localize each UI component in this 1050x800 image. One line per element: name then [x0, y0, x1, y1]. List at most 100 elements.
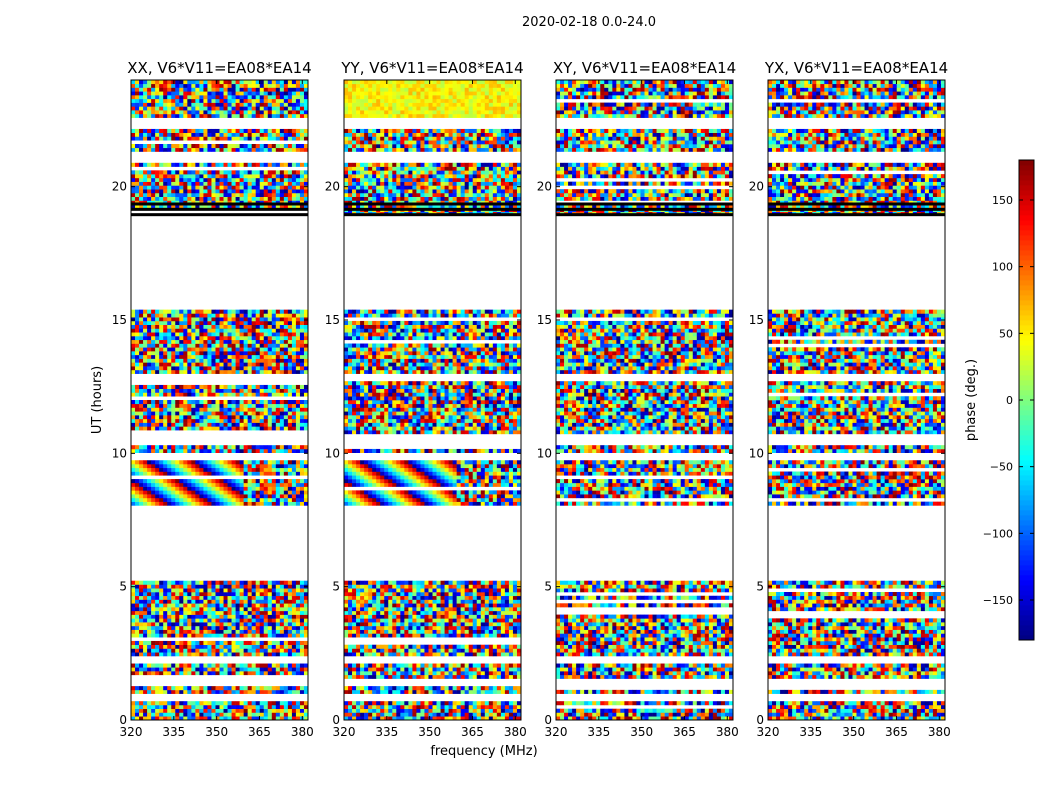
- heatmap-cell: [263, 422, 269, 427]
- heatmap-cell: [167, 339, 172, 344]
- heatmap-cell: [267, 607, 273, 612]
- heatmap-cell: [207, 407, 212, 412]
- heatmap-cell: [488, 701, 494, 706]
- heatmap-cell: [163, 448, 168, 453]
- heatmap-cell: [171, 339, 176, 344]
- heatmap-cell: [239, 603, 244, 608]
- heatmap-cell: [191, 667, 196, 672]
- heatmap-cell: [135, 185, 140, 190]
- heatmap-cell: [247, 614, 252, 619]
- heatmap-cell: [195, 490, 200, 495]
- heatmap-cell: [295, 147, 301, 152]
- heatmap-cell: [207, 336, 212, 341]
- heatmap-cell: [139, 622, 144, 627]
- heatmap-cell: [231, 147, 236, 152]
- heatmap-cell: [504, 708, 510, 713]
- heatmap-cell: [251, 426, 256, 431]
- heatmap-cell: [167, 324, 172, 329]
- heatmap-cell: [263, 580, 269, 585]
- heatmap-cell: [255, 411, 261, 416]
- heatmap-cell: [263, 640, 269, 645]
- heatmap-cell: [303, 686, 309, 691]
- heatmap-cell: [287, 336, 293, 341]
- heatmap-cell: [299, 339, 305, 344]
- heatmap-cell: [255, 494, 261, 499]
- heatmap-cell: [211, 177, 216, 182]
- heatmap-cell: [291, 422, 297, 427]
- heatmap-cell: [492, 652, 498, 657]
- heatmap-cell: [135, 482, 140, 487]
- heatmap-cell: [151, 486, 156, 491]
- heatmap-cell: [179, 144, 184, 149]
- heatmap-cell: [271, 196, 277, 201]
- heatmap-cell: [167, 482, 172, 487]
- heatmap-cell: [135, 174, 140, 179]
- heatmap-cell: [259, 185, 265, 190]
- heatmap-cell: [303, 369, 309, 374]
- heatmap-cell: [195, 652, 200, 657]
- heatmap-cell: [400, 629, 405, 634]
- heatmap-cell: [191, 607, 196, 612]
- heatmap-cell: [360, 633, 365, 638]
- heatmap-cell: [247, 479, 252, 484]
- heatmap-cell: [131, 354, 136, 359]
- heatmap-cell: [187, 648, 192, 653]
- heatmap-cell: [263, 313, 269, 318]
- heatmap-cell: [263, 177, 269, 182]
- heatmap-cell: [259, 204, 265, 209]
- heatmap-cell: [131, 128, 136, 133]
- heatmap-cell: [235, 704, 240, 709]
- heatmap-cell: [436, 629, 441, 634]
- heatmap-cell: [303, 343, 309, 348]
- heatmap-cell: [448, 686, 453, 691]
- heatmap-cell: [135, 392, 140, 397]
- heatmap-cell: [255, 689, 261, 694]
- heatmap-cell: [143, 704, 148, 709]
- heatmap-cell: [484, 663, 490, 668]
- heatmap-cell: [151, 147, 156, 152]
- heatmap-cell: [247, 622, 252, 627]
- heatmap-cell: [267, 392, 273, 397]
- heatmap-cell: [239, 132, 244, 137]
- heatmap-cell: [171, 592, 176, 597]
- heatmap-cell: [263, 592, 269, 597]
- heatmap-cell: [151, 332, 156, 337]
- heatmap-cell: [175, 324, 180, 329]
- heatmap-cell: [223, 366, 228, 371]
- heatmap-cell: [239, 87, 244, 92]
- heatmap-cell: [508, 704, 514, 709]
- heatmap-cell: [243, 411, 248, 416]
- heatmap-cell: [287, 607, 293, 612]
- heatmap-cell: [215, 87, 220, 92]
- heatmap-cell: [211, 102, 216, 107]
- heatmap-cell: [215, 147, 220, 152]
- heatmap-cell: [283, 607, 289, 612]
- heatmap-cell: [287, 445, 293, 450]
- heatmap-cell: [219, 701, 224, 706]
- heatmap-cell: [432, 625, 437, 630]
- heatmap-cell: [476, 712, 482, 717]
- heatmap-cell: [516, 686, 522, 691]
- heatmap-cell: [211, 501, 216, 506]
- heatmap-cell: [408, 652, 413, 657]
- heatmap-cell: [203, 592, 208, 597]
- heatmap-cell: [131, 144, 136, 149]
- heatmap-cell: [167, 403, 172, 408]
- heatmap-cell: [271, 607, 277, 612]
- heatmap-cell: [247, 189, 252, 194]
- heatmap-cell: [287, 369, 293, 374]
- heatmap-cell: [259, 411, 265, 416]
- heatmap-cell: [255, 603, 261, 608]
- heatmap-cell: [239, 667, 244, 672]
- heatmap-cell: [235, 80, 240, 85]
- heatmap-cell: [400, 689, 405, 694]
- heatmap-cell: [283, 339, 289, 344]
- heatmap-cell: [299, 132, 305, 137]
- heatmap-cell: [195, 486, 200, 491]
- heatmap-cell: [263, 411, 269, 416]
- heatmap-cell: [215, 388, 220, 393]
- heatmap-cell: [135, 106, 140, 111]
- heatmap-cell: [143, 422, 148, 427]
- heatmap-cell: [267, 339, 273, 344]
- heatmap-cell: [436, 708, 441, 713]
